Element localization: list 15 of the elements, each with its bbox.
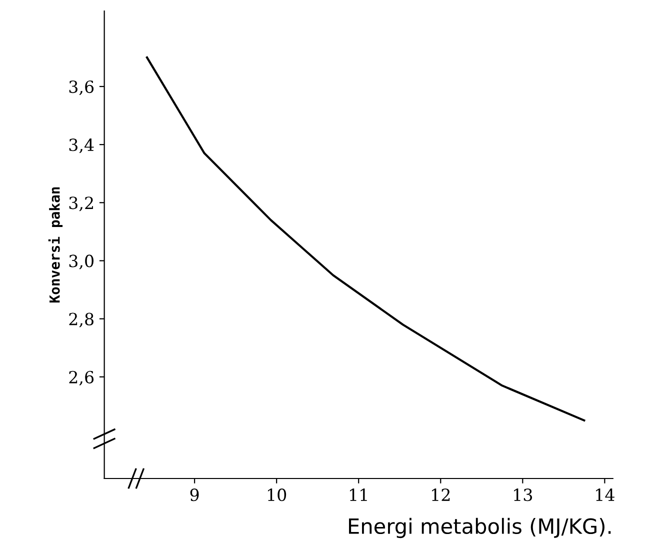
y-tick-label: 2,8 [69, 312, 94, 328]
x-tick-label: 13 [514, 488, 532, 502]
y-axis-title: Konversi pakan [48, 187, 63, 302]
x-tick-label: 10 [268, 488, 286, 502]
y-tick-label: 3,4 [69, 138, 94, 154]
x-axis-title: Energi metabolis (MJ/KG). [349, 518, 611, 538]
x-tick-label: 11 [350, 488, 367, 501]
x-tick-label: 14 [596, 488, 614, 501]
x-tick-label: 12 [432, 488, 450, 501]
y-tick-label: 3,6 [69, 80, 94, 96]
x-tick-label: 9 [190, 488, 199, 502]
y-tick-label: 2,6 [69, 370, 94, 386]
line-series [146, 56, 586, 422]
y-tick-label: 3,0 [69, 254, 94, 270]
y-tick-label: 3,2 [69, 196, 93, 212]
